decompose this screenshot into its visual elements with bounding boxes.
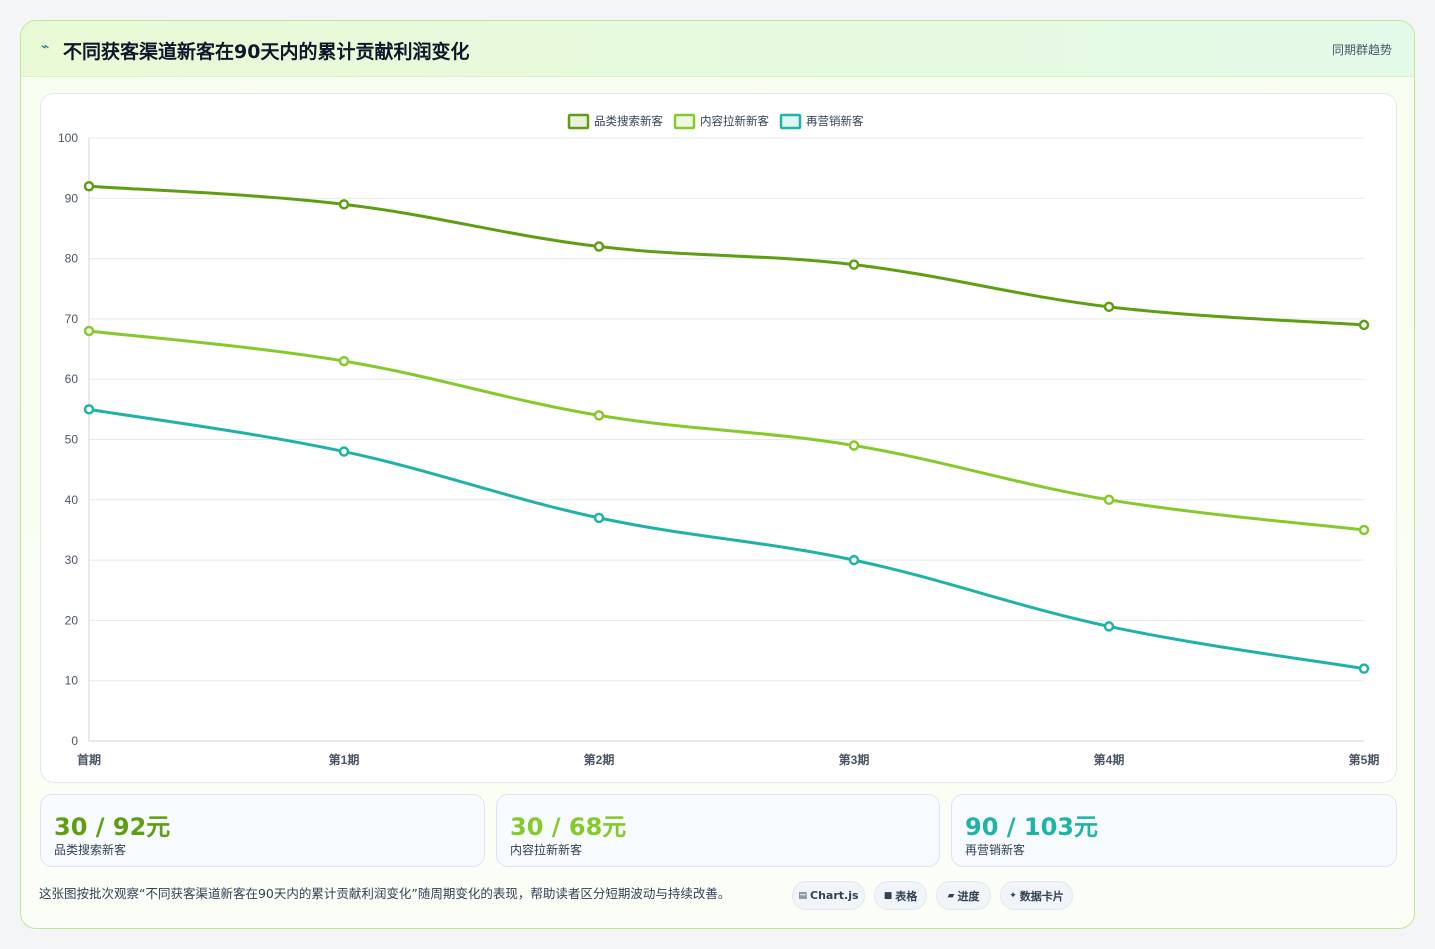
y-tick-label: 60 — [65, 372, 79, 386]
data-point — [83, 404, 95, 415]
kpi-value: 30 / 68元 — [510, 813, 627, 841]
data-point — [1103, 301, 1115, 313]
legend-swatch — [567, 113, 590, 130]
chip-chartjs[interactable]: ▤ Chart.js — [792, 881, 865, 910]
x-tick-label: 第1期 — [329, 752, 360, 767]
kpi-card-1: 30 / 92元 品类搜索新客 — [40, 794, 485, 867]
card-header: ⌁ 不同获客渠道新客在90天内的累计贡献利润变化 同期群趋势 — [21, 21, 1414, 77]
data-point — [848, 554, 860, 566]
chart-title: 不同获客渠道新客在90天内的累计贡献利润变化 — [63, 41, 470, 63]
x-tick-label: 第4期 — [1094, 752, 1125, 767]
x-tick-label: 第3期 — [839, 752, 870, 767]
y-tick-label: 10 — [65, 674, 79, 688]
kpi-value: 90 / 103元 — [965, 813, 1098, 841]
footer-note: 这张图按批次观察“不同获客渠道新客在90天内的累计贡献利润变化”随周期变化的表现… — [39, 886, 731, 901]
data-point — [1103, 494, 1115, 506]
y-tick-label: 30 — [65, 553, 79, 567]
chip-label: 数据卡片 — [1019, 889, 1064, 903]
legend-swatch — [673, 113, 696, 130]
kpi-card-3: 90 / 103元 再营销新客 — [951, 794, 1397, 867]
y-tick-label: 100 — [58, 131, 78, 145]
table-icon: ■ — [883, 890, 893, 901]
progress-icon: ▰ — [947, 890, 955, 901]
data-point — [593, 410, 605, 421]
y-tick-label: 40 — [65, 493, 79, 507]
kpi-label: 再营销新客 — [965, 843, 1026, 857]
chip-label: 表格 — [895, 889, 918, 903]
data-point — [1358, 319, 1370, 331]
y-tick-label: 70 — [65, 312, 79, 326]
y-tick-label: 80 — [65, 252, 79, 266]
data-point — [83, 325, 95, 337]
kpi-label: 品类搜索新客 — [54, 843, 127, 857]
header-tag: 同期群趋势 — [1331, 43, 1392, 57]
data-point — [1358, 524, 1370, 536]
chart-icon: ▤ — [798, 890, 807, 901]
kpi-value: 30 / 92元 — [54, 813, 171, 841]
series-line — [88, 407, 1365, 671]
chip-progress[interactable]: ▰ 进度 — [936, 881, 991, 910]
chip-table[interactable]: ■ 表格 — [874, 881, 927, 910]
spark-icon: ⌁ — [41, 39, 50, 55]
legend-label: 再营销新客 — [806, 114, 864, 128]
chip-label: 进度 — [957, 889, 980, 903]
data-point — [338, 199, 350, 210]
data-point — [338, 446, 350, 457]
y-tick-label: 0 — [71, 734, 78, 748]
data-point — [83, 180, 95, 192]
legend-label: 品类搜索新客 — [594, 114, 663, 128]
kpi-card-2: 30 / 68元 内容拉新新客 — [496, 794, 940, 867]
y-tick-label: 90 — [65, 191, 79, 205]
series-line — [88, 184, 1365, 327]
chip-label: Chart.js — [810, 889, 859, 902]
data-point — [848, 440, 860, 451]
chart-card: ⌁ 不同获客渠道新客在90天内的累计贡献利润变化 同期群趋势 0 10 20 30 40… — [20, 20, 1415, 929]
kpi-label: 内容拉新新客 — [510, 843, 583, 857]
line-chart: 0 10 20 30 40 50 60 70 80 90 100 首期 第1期 第2期 第3期 第4期 第5期 品… — [58, 113, 1380, 767]
series-line — [88, 329, 1365, 532]
sparkle-icon: ✦ — [1009, 890, 1017, 901]
data-point — [848, 259, 860, 270]
x-tick-label: 第2期 — [584, 752, 615, 767]
y-tick-label: 20 — [65, 613, 79, 627]
legend-swatch — [779, 113, 802, 130]
data-point — [1103, 621, 1115, 632]
y-tick-label: 50 — [65, 433, 79, 447]
data-point — [593, 241, 605, 252]
legend-label: 内容拉新新客 — [700, 114, 769, 128]
data-point — [1358, 663, 1370, 674]
data-point — [338, 355, 350, 367]
chart-panel: 0 10 20 30 40 50 60 70 80 90 100 首期 第1期 第2期 第3期 第4期 第5期 品… — [40, 93, 1397, 783]
x-tick-label: 第5期 — [1349, 752, 1380, 767]
chip-data-card[interactable]: ✦ 数据卡片 — [1000, 881, 1073, 910]
x-tick-label: 首期 — [77, 752, 101, 767]
data-point — [593, 512, 605, 524]
